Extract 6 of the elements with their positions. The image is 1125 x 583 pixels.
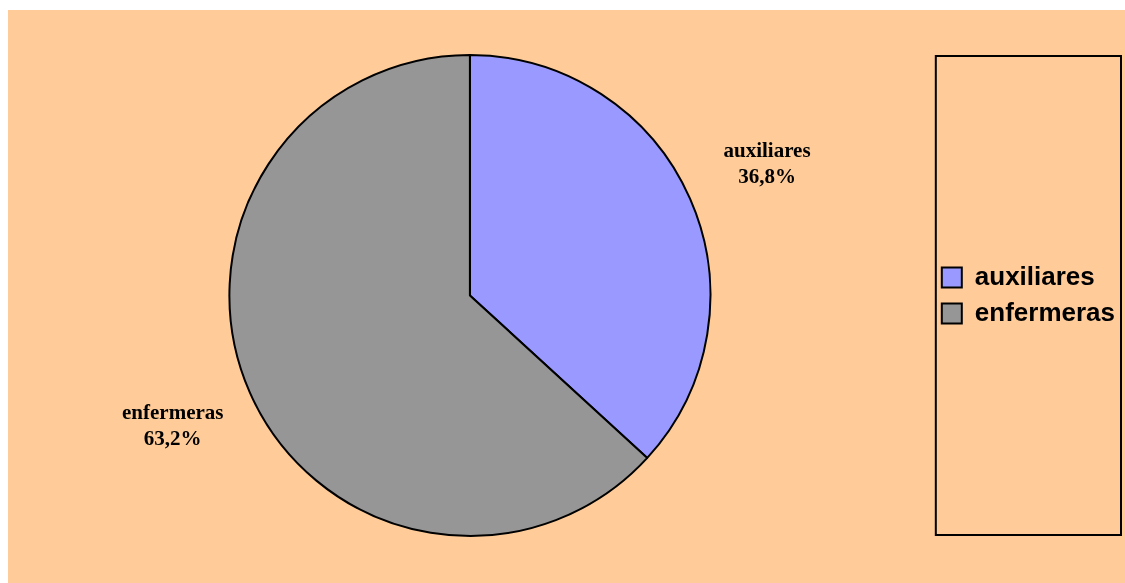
data-label: 63,2% (143, 425, 202, 450)
slice-label: auxiliares (723, 138, 811, 163)
slice-label: enfermeras (122, 399, 224, 424)
legend-label: auxiliares (974, 260, 1095, 291)
legend-label: enfermeras (974, 296, 1116, 327)
data-label: 36,8% (738, 164, 796, 189)
